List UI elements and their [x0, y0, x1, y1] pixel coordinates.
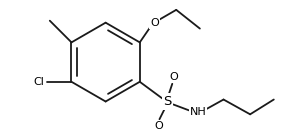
Text: O: O: [169, 72, 178, 82]
Text: NH: NH: [189, 107, 206, 117]
Text: Cl: Cl: [33, 77, 44, 87]
Text: S: S: [163, 95, 172, 108]
Text: O: O: [154, 121, 163, 131]
Text: O: O: [150, 18, 159, 28]
